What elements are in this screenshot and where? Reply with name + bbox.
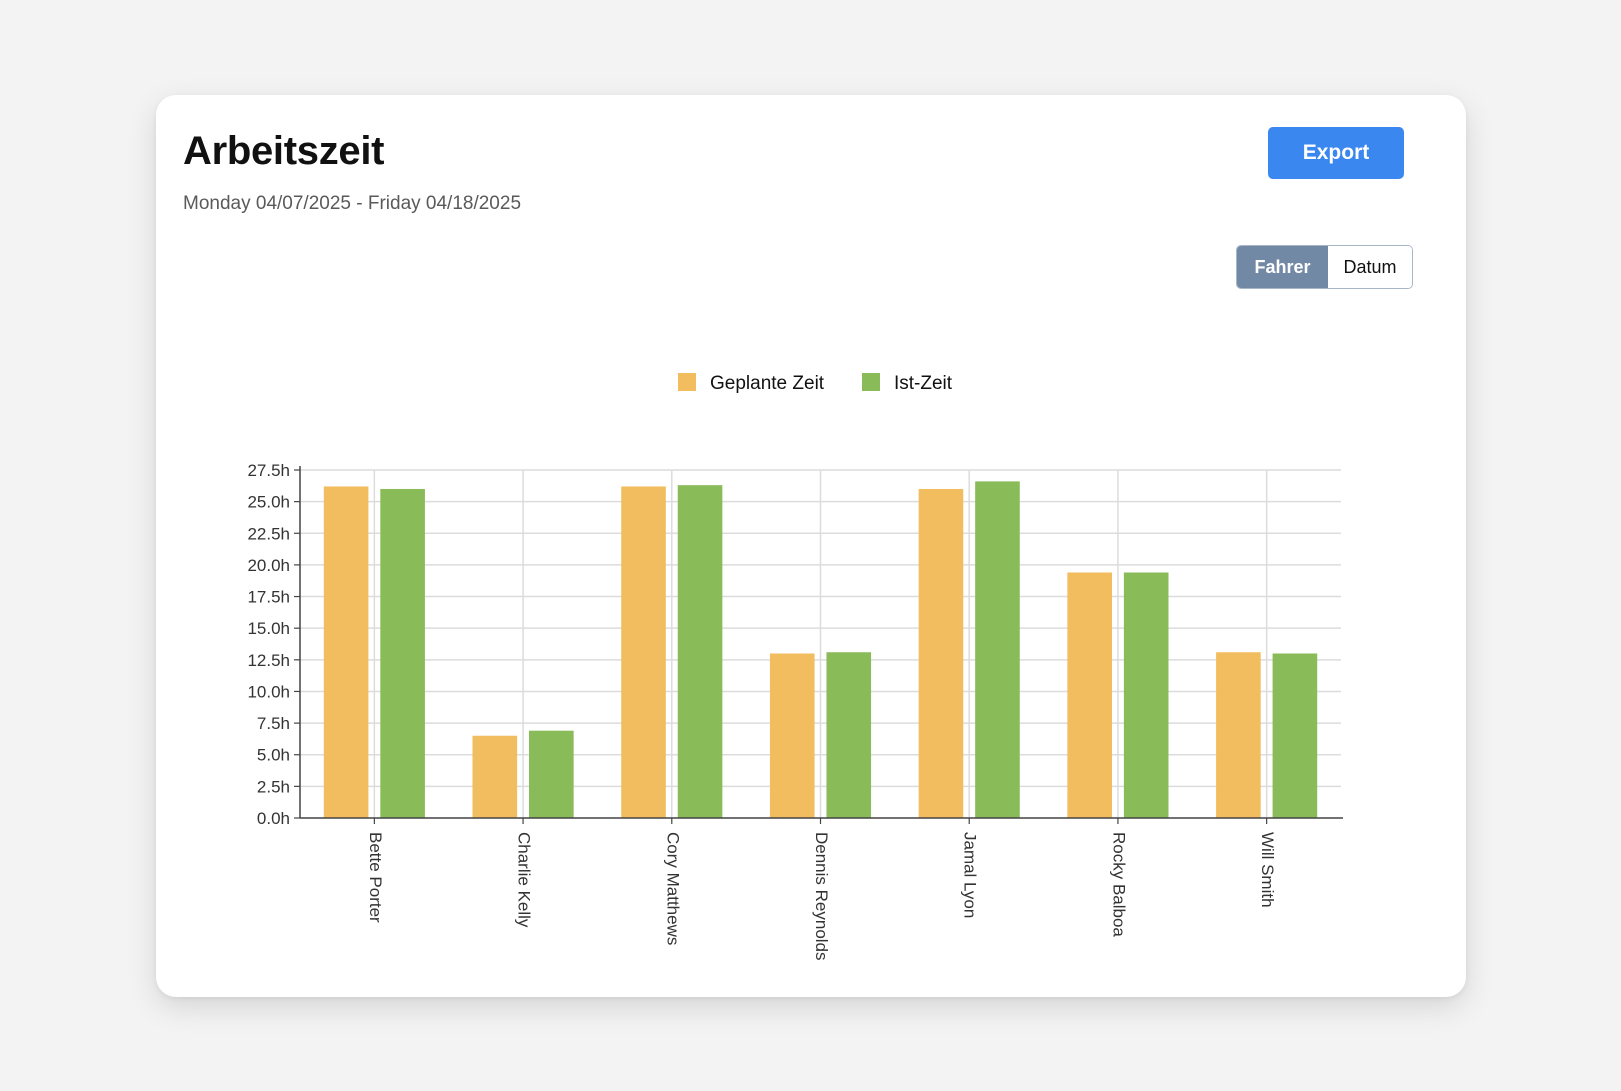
legend-swatch-planned[interactable] bbox=[678, 373, 696, 391]
y-tick-label: 15.0h bbox=[247, 619, 290, 638]
y-tick-label: 5.0h bbox=[257, 746, 290, 765]
export-button[interactable]: Export bbox=[1268, 127, 1404, 179]
x-tick-label: Charlie Kelly bbox=[515, 832, 534, 928]
bar-actual-3[interactable] bbox=[826, 652, 872, 818]
view-toggle: Fahrer Datum bbox=[1236, 245, 1413, 289]
bar-planned-5[interactable] bbox=[1067, 572, 1112, 818]
bar-planned-0[interactable] bbox=[323, 486, 369, 818]
x-tick-label: Rocky Balboa bbox=[1109, 832, 1128, 937]
legend-label-planned[interactable]: Geplante Zeit bbox=[710, 373, 825, 394]
bar-actual-0[interactable] bbox=[380, 488, 425, 818]
y-tick-label: 0.0h bbox=[257, 809, 290, 828]
bar-planned-6[interactable] bbox=[1216, 652, 1261, 818]
worktime-bar-chart: Geplante Zeit Ist-Zeit 0.0h 2.5h 5.0h 7.5h 1… bbox=[247, 373, 1343, 961]
toggle-datum-button[interactable]: Datum bbox=[1328, 246, 1412, 288]
y-tick-label: 20.0h bbox=[247, 556, 290, 575]
bar-planned-2[interactable] bbox=[621, 486, 666, 818]
y-tick-label: 27.5h bbox=[247, 461, 290, 480]
date-range: Monday 04/07/2025 - Friday 04/18/2025 bbox=[183, 193, 522, 214]
y-tick-label: 10.0h bbox=[247, 682, 290, 701]
bar-actual-4[interactable] bbox=[975, 481, 1020, 818]
y-tick-label: 12.5h bbox=[247, 651, 290, 670]
bar-planned-4[interactable] bbox=[918, 488, 964, 818]
y-tick-label: 7.5h bbox=[257, 714, 290, 733]
legend-label-actual[interactable]: Ist-Zeit bbox=[894, 373, 953, 394]
x-tick-label: Bette Porter bbox=[366, 832, 385, 923]
bar-planned-1[interactable] bbox=[472, 735, 518, 818]
worktime-card: Arbeitszeit Monday 04/07/2025 - Friday 0… bbox=[156, 95, 1466, 997]
toggle-fahrer-button[interactable]: Fahrer bbox=[1237, 246, 1328, 288]
y-tick-label: 25.0h bbox=[247, 493, 290, 512]
bar-actual-1[interactable] bbox=[529, 730, 574, 818]
chart-grid bbox=[300, 469, 1341, 818]
x-tick-label: Dennis Reynolds bbox=[812, 832, 831, 961]
x-tick-label: Jamal Lyon bbox=[961, 832, 980, 918]
legend-swatch-actual[interactable] bbox=[862, 373, 880, 391]
bar-actual-6[interactable] bbox=[1272, 653, 1318, 818]
y-tick-label: 22.5h bbox=[247, 524, 290, 543]
y-tick-label: 17.5h bbox=[247, 588, 290, 607]
x-tick-label: Cory Matthews bbox=[663, 832, 682, 945]
chart-legend: Geplante Zeit Ist-Zeit bbox=[678, 373, 953, 394]
bar-planned-3[interactable] bbox=[769, 653, 815, 818]
chart-axes: 0.0h 2.5h 5.0h 7.5h 10.0h 12.5h 15.0h 17.5h 20.0… bbox=[247, 461, 1343, 961]
y-tick-label: 2.5h bbox=[257, 777, 290, 796]
chart-bars bbox=[323, 481, 1318, 818]
x-tick-label: Will Smith bbox=[1258, 832, 1277, 908]
bar-actual-5[interactable] bbox=[1123, 572, 1169, 818]
bar-actual-2[interactable] bbox=[677, 485, 723, 818]
page-title: Arbeitszeit bbox=[183, 129, 385, 173]
